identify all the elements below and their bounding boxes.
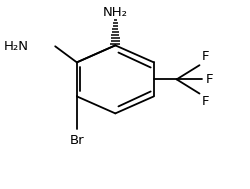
Text: NH₂: NH₂: [103, 6, 128, 19]
Text: F: F: [206, 73, 213, 86]
Text: F: F: [202, 95, 209, 108]
Text: Br: Br: [70, 134, 84, 147]
Text: F: F: [202, 50, 209, 63]
Text: H₂N: H₂N: [4, 40, 29, 53]
